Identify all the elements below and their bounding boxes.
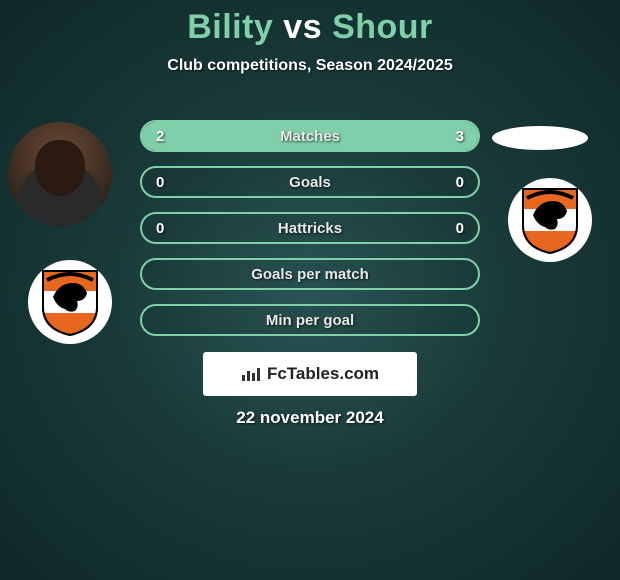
player2-club-crest xyxy=(508,178,592,262)
stat-row: 0 0 Goals xyxy=(140,166,480,198)
stat-value-left: 0 xyxy=(156,174,164,191)
stat-value-left: 2 xyxy=(156,128,164,145)
comparison-infographic: { "header": { "player1": "Bility", "vs":… xyxy=(0,0,620,580)
stat-row: 0 0 Hattricks xyxy=(140,212,480,244)
brand-text: FcTables.com xyxy=(267,364,379,384)
stat-row: 2 3 Matches xyxy=(140,120,480,152)
vs-text: vs xyxy=(283,8,322,46)
shield-icon xyxy=(519,185,581,255)
stats-panel: 2 3 Matches 0 0 Goals 0 0 Hattricks Goals per mat… xyxy=(140,120,480,350)
stat-label: Min per goal xyxy=(266,312,354,329)
stat-row: Min per goal xyxy=(140,304,480,336)
subtitle: Club competitions, Season 2024/2025 xyxy=(0,57,620,75)
comparison-title: Bility vs Shour xyxy=(0,0,620,47)
chart-icon xyxy=(241,366,261,382)
stat-value-right: 3 xyxy=(456,128,464,145)
stat-label: Hattricks xyxy=(278,220,342,237)
stat-value-right: 0 xyxy=(456,174,464,191)
player2-avatar xyxy=(492,126,588,150)
brand-badge: FcTables.com xyxy=(203,352,417,396)
player2-name: Shour xyxy=(332,8,433,46)
player1-club-crest xyxy=(28,260,112,344)
stat-label: Goals xyxy=(289,174,331,191)
footer-date: 22 november 2024 xyxy=(0,408,620,428)
player1-avatar xyxy=(8,122,112,226)
stat-value-left: 0 xyxy=(156,220,164,237)
player1-name: Bility xyxy=(187,8,273,46)
stat-label: Matches xyxy=(280,128,340,145)
stat-value-right: 0 xyxy=(456,220,464,237)
stat-label: Goals per match xyxy=(251,266,369,283)
stat-row: Goals per match xyxy=(140,258,480,290)
shield-icon xyxy=(39,267,101,337)
